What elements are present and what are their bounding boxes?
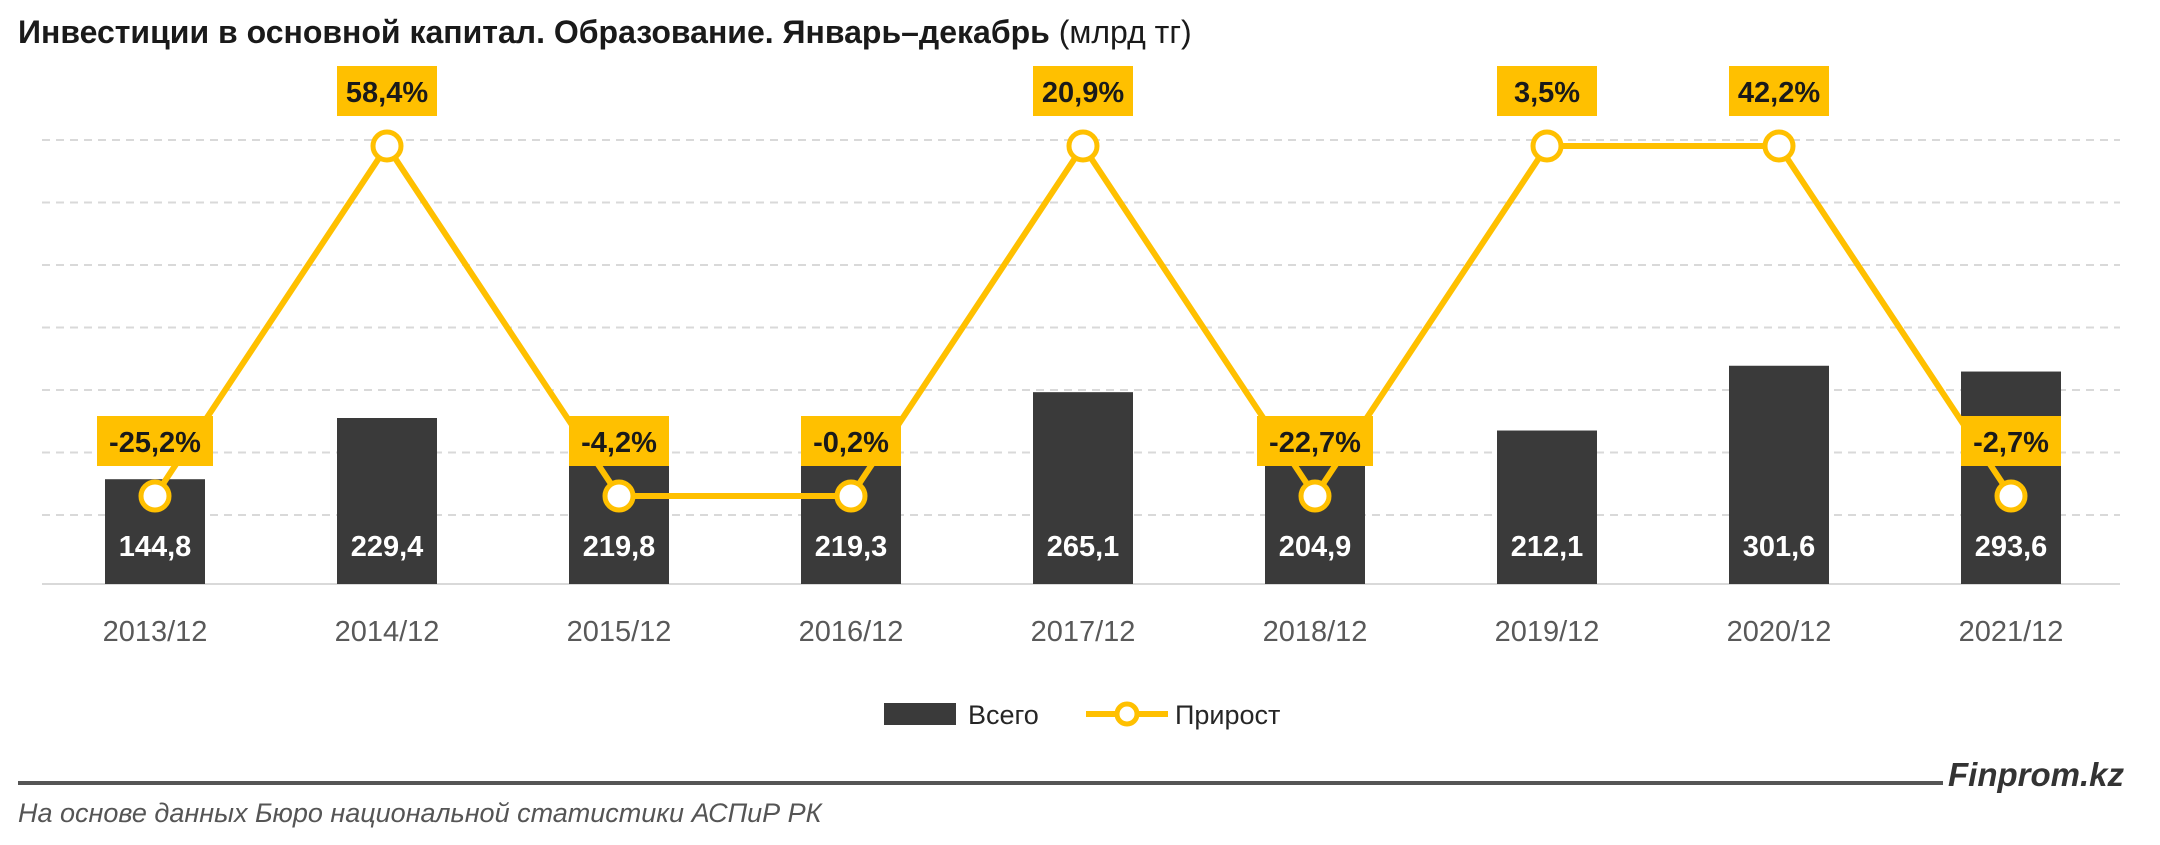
growth-marker <box>370 129 404 163</box>
x-axis-labels: 2013/12 2014/12 2015/12 2016/12 2017/12 2018/… <box>103 616 2064 648</box>
legend: Всего Прирост <box>884 700 1280 730</box>
growth-label: 20,9% <box>1042 77 1124 109</box>
bar-value-label: 144,8 <box>119 531 192 563</box>
chart-title-text: Инвестиции в основной капитал. Образован… <box>18 14 1050 50</box>
bar-value-label: 301,6 <box>1743 531 1816 563</box>
bar-value-label: 212,1 <box>1511 531 1584 563</box>
bar <box>1729 365 1829 584</box>
legend-swatch-bar <box>884 703 956 725</box>
growth-label-box <box>801 416 901 466</box>
legend-label-line: Прирост <box>1175 700 1280 730</box>
growth-label-box <box>1257 416 1373 466</box>
growth-label-box <box>1961 416 2061 466</box>
bar <box>1033 392 1133 584</box>
bar-value-label: 219,3 <box>815 531 888 563</box>
x-tick-label: 2013/12 <box>103 616 208 648</box>
legend-swatch-marker <box>1114 701 1140 727</box>
growth-marker <box>1298 479 1332 513</box>
chart-title: Инвестиции в основной капитал. Образован… <box>18 14 1192 51</box>
growth-label: -2,7% <box>1973 427 2049 459</box>
source-note: На основе данных Бюро национальной стати… <box>18 798 822 828</box>
growth-label: -25,2% <box>109 427 201 459</box>
growth-label: 3,5% <box>1514 77 1580 109</box>
bar <box>1961 371 2061 584</box>
growth-marker <box>1066 129 1100 163</box>
bar <box>1497 430 1597 584</box>
growth-marker <box>1994 479 2028 513</box>
growth-marker <box>1530 129 1564 163</box>
bar-value-label: 229,4 <box>351 531 424 563</box>
bar <box>337 418 437 584</box>
x-tick-label: 2016/12 <box>799 616 904 648</box>
x-tick-label: 2017/12 <box>1031 616 1136 648</box>
chart: 144,8 229,4 219,8 219,3 265,1 204,9 212,1 301,6… <box>42 66 2120 730</box>
growth-label-box <box>1033 66 1133 116</box>
x-tick-label: 2021/12 <box>1959 616 2064 648</box>
growth-label-box <box>1729 66 1829 116</box>
bar-value-label: 204,9 <box>1279 531 1352 563</box>
chart-title-unit: (млрд тг) <box>1058 14 1192 50</box>
growth-marker <box>138 479 172 513</box>
bar-value-label: 219,8 <box>583 531 656 563</box>
bar-value-label: 293,6 <box>1975 531 2048 563</box>
x-tick-label: 2020/12 <box>1727 616 1832 648</box>
legend-label-bar: Всего <box>968 700 1039 730</box>
x-tick-label: 2014/12 <box>335 616 440 648</box>
growth-marker <box>602 479 636 513</box>
growth-marker <box>834 479 868 513</box>
footer-divider <box>18 781 1943 785</box>
growth-label: -4,2% <box>581 427 657 459</box>
growth-series: -25,2% 58,4% -4,2% -0,2% 20,9% -22,7% 3,5% 42,2… <box>97 66 2061 513</box>
growth-label: -0,2% <box>813 427 889 459</box>
x-tick-label: 2015/12 <box>567 616 672 648</box>
bar-value-label: 265,1 <box>1047 531 1120 563</box>
growth-marker <box>1762 129 1796 163</box>
growth-label-box <box>569 416 669 466</box>
x-tick-label: 2018/12 <box>1263 616 1368 648</box>
growth-label: 58,4% <box>346 77 428 109</box>
bars-series: 144,8 229,4 219,8 219,3 265,1 204,9 212,1 301,6… <box>105 365 2061 584</box>
brand-logo-text: Finprom.kz <box>1948 756 2125 793</box>
x-tick-label: 2019/12 <box>1495 616 1600 648</box>
growth-label-box <box>97 416 213 466</box>
growth-label: -22,7% <box>1269 427 1361 459</box>
growth-label-box <box>337 66 437 116</box>
growth-label: 42,2% <box>1738 77 1820 109</box>
growth-label-box <box>1497 66 1597 116</box>
